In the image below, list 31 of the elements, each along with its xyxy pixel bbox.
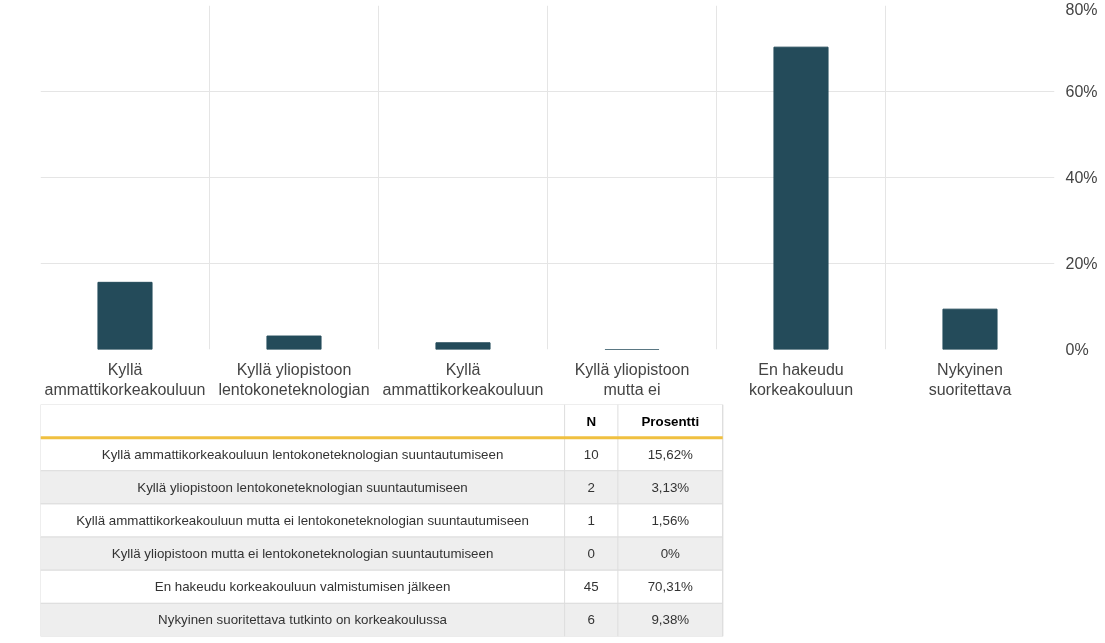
- x-tick-label: En hakeudu korkeakouluun: [748, 360, 854, 398]
- x-tick-label: Kyllä yliopistoon mutta ei: [574, 360, 690, 398]
- data-label: 1,56%: [651, 513, 690, 528]
- y-tick-label: 60%: [1065, 83, 1098, 100]
- y-tick-label: 40%: [1065, 169, 1098, 186]
- data-label: 15,62%: [647, 446, 694, 462]
- x-tick-label: Kyllä ammattikorkeakouluun: [382, 360, 544, 398]
- data-label: 1: [587, 513, 595, 528]
- y-tick-label: 20%: [1065, 255, 1098, 272]
- data-label: 0%: [660, 546, 681, 562]
- data-label: 3,13%: [651, 479, 690, 495]
- data-label: 9,38%: [651, 612, 690, 628]
- data-label: 2: [587, 479, 595, 495]
- category-label: En hakeudu korkeakouluun valmistumisen jälkeen: [154, 579, 451, 595]
- category-label: Kyllä yliopistoon mutta ei lentokoneteknologian suuntautumiseen: [111, 546, 494, 562]
- y-tick-label: 80%: [1065, 0, 1098, 18]
- data-label: 70,31%: [647, 579, 694, 595]
- text: Prosentti: [641, 413, 700, 429]
- category-label: Kyllä ammattikorkeakouluun lentokoneteknologian suuntautumiseen: [101, 446, 504, 462]
- data-label: 10: [583, 446, 599, 462]
- category-label: Nykyinen suoritettava tutkinto on korkeakoulussa: [158, 612, 448, 628]
- category-label: Kyllä yliopistoon lentokoneteknologian suuntautumiseen: [137, 479, 468, 495]
- y-tick-label: 0%: [1065, 341, 1089, 358]
- category-label: Kyllä ammattikorkeakouluun mutta ei lentokoneteknologian suuntautumiseen: [76, 513, 529, 528]
- series-label: N: [586, 413, 597, 429]
- data-label: 45: [583, 579, 599, 595]
- data-label: 0: [587, 546, 595, 562]
- x-tick-label: Nykyinen suoritettava: [928, 360, 1012, 398]
- x-tick-label: Kyllä yliopistoon lentokoneteknologian: [218, 360, 370, 398]
- x-tick-label: Kyllä ammattikorkeakouluun: [44, 360, 206, 398]
- data-label: 6: [587, 612, 595, 628]
